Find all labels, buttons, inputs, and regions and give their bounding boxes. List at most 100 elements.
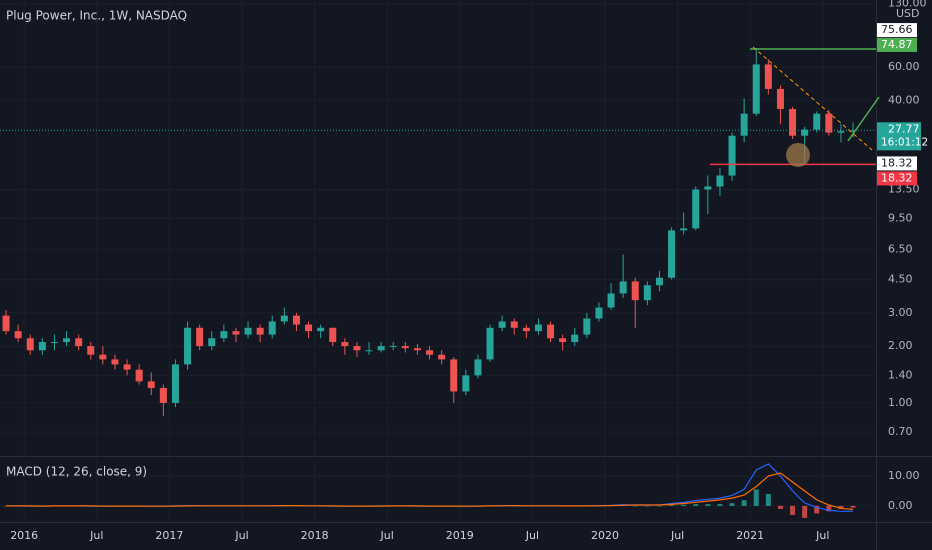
candle-body bbox=[208, 338, 216, 347]
candle-body bbox=[377, 346, 385, 351]
y-tick-label: 9.50 bbox=[888, 211, 913, 224]
candle-body bbox=[26, 338, 34, 351]
candle-body bbox=[559, 338, 567, 343]
candle-body bbox=[752, 64, 760, 114]
candle-body bbox=[764, 64, 772, 89]
histogram-bar bbox=[729, 503, 735, 506]
level-box bbox=[877, 37, 917, 52]
candle-body bbox=[317, 327, 325, 332]
candle-body bbox=[268, 321, 276, 335]
candle-body bbox=[716, 175, 724, 187]
candle-body bbox=[171, 364, 179, 403]
histogram-bar bbox=[693, 504, 699, 506]
y-tick-label: 40.00 bbox=[888, 93, 920, 106]
candle-body bbox=[159, 387, 167, 403]
y-tick-label: 10.00 bbox=[888, 469, 920, 482]
candle-body bbox=[305, 324, 313, 332]
candle-body bbox=[196, 327, 204, 347]
histogram-bar bbox=[705, 504, 711, 506]
candle-body bbox=[438, 354, 446, 360]
candle-body bbox=[123, 364, 131, 370]
candle-body bbox=[801, 129, 809, 136]
projection-line bbox=[847, 96, 880, 142]
histogram-bar bbox=[753, 489, 759, 506]
candle-body bbox=[365, 350, 373, 352]
last-price-label: 27.77 bbox=[888, 122, 920, 135]
candle-body bbox=[87, 346, 95, 355]
histogram-bar bbox=[669, 505, 675, 506]
candle-body bbox=[232, 331, 240, 335]
currency-label: USD bbox=[896, 7, 920, 20]
countdown-label: 16:01:12 bbox=[881, 136, 928, 148]
level-box bbox=[877, 171, 917, 186]
candle-body bbox=[99, 354, 107, 360]
histogram-bar bbox=[656, 505, 662, 507]
x-tick-label: Jul bbox=[815, 529, 829, 542]
candle-body bbox=[135, 369, 143, 382]
x-tick-label: 2018 bbox=[301, 529, 329, 542]
histogram-bar bbox=[814, 505, 820, 514]
marker-box bbox=[877, 156, 917, 171]
histogram-bar bbox=[777, 505, 783, 509]
candle-body bbox=[14, 331, 22, 339]
histogram-bar bbox=[681, 504, 687, 506]
candle-body bbox=[692, 189, 700, 229]
y-tick-label: 6.50 bbox=[888, 242, 913, 255]
y-tick-label: 4.50 bbox=[888, 273, 913, 286]
candle-body bbox=[534, 324, 542, 332]
histogram-bar bbox=[826, 505, 832, 512]
candle-body bbox=[353, 346, 361, 351]
candle-body bbox=[50, 342, 58, 344]
y-tick-label: 13.50 bbox=[888, 182, 920, 195]
candle-body bbox=[668, 230, 676, 278]
candle-body bbox=[607, 293, 615, 308]
histogram-bar bbox=[632, 505, 638, 507]
candle-body bbox=[184, 327, 192, 365]
y-tick-label: 130.00 bbox=[888, 0, 927, 10]
last-price-box bbox=[877, 122, 921, 151]
marker-box bbox=[877, 23, 917, 38]
candle-body bbox=[63, 338, 71, 343]
y-tick-label: 0.00 bbox=[888, 499, 913, 512]
y-tick-label: 1.00 bbox=[888, 396, 913, 409]
candle-body bbox=[522, 327, 530, 332]
candle-body bbox=[244, 327, 252, 335]
histogram-bar bbox=[765, 493, 771, 506]
candle-body bbox=[740, 113, 748, 136]
x-tick-label: 2019 bbox=[446, 529, 474, 542]
candle-body bbox=[619, 281, 627, 294]
candle-body bbox=[837, 131, 845, 133]
x-tick-label: 2021 bbox=[736, 529, 764, 542]
candle-body bbox=[704, 186, 712, 190]
x-tick-label: Jul bbox=[525, 529, 539, 542]
candle-body bbox=[486, 327, 494, 360]
candle-body bbox=[38, 342, 46, 351]
candle-body bbox=[111, 359, 119, 365]
candle-body bbox=[776, 88, 784, 110]
marker-label: 75.66 bbox=[881, 23, 913, 36]
candle-body bbox=[426, 350, 434, 355]
candle-body bbox=[280, 315, 288, 322]
candle-body bbox=[256, 327, 264, 335]
y-tick-label: 1.40 bbox=[888, 368, 913, 381]
y-tick-label: 3.00 bbox=[888, 306, 913, 319]
histogram-bar bbox=[717, 504, 723, 506]
candle-body bbox=[329, 327, 337, 343]
candle-body bbox=[547, 324, 555, 339]
x-tick-label: 2016 bbox=[10, 529, 38, 542]
candle-body bbox=[292, 315, 300, 325]
y-tick-label: 0.70 bbox=[888, 425, 913, 438]
y-tick-label: 2.00 bbox=[888, 339, 913, 352]
candle-body bbox=[789, 109, 797, 136]
highlight-circle bbox=[786, 143, 810, 167]
marker-label: 18.32 bbox=[881, 156, 913, 169]
candle-body bbox=[849, 130, 857, 132]
candle-body bbox=[413, 348, 421, 351]
x-tick-label: Jul bbox=[89, 529, 103, 542]
x-tick-label: 2017 bbox=[155, 529, 183, 542]
candle-body bbox=[498, 321, 506, 328]
candle-body bbox=[2, 315, 10, 332]
candle-body bbox=[728, 135, 736, 176]
y-tick-label: 60.00 bbox=[888, 60, 920, 73]
candle-body bbox=[474, 359, 482, 376]
